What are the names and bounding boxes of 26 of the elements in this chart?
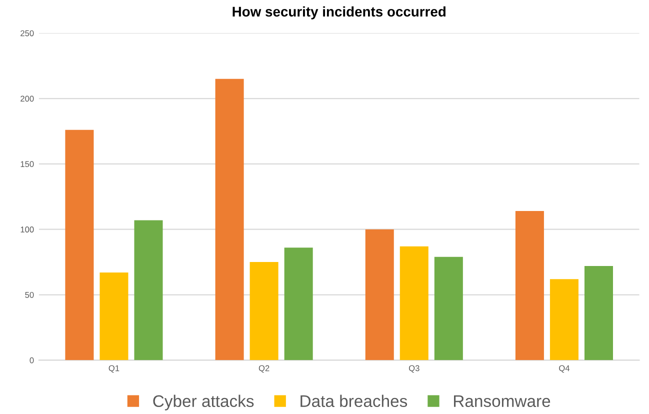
x-tick-label: Q4 (559, 365, 570, 373)
y-tick-label: 250 (20, 30, 34, 36)
bar (65, 130, 94, 360)
chart-title: How security incidents occurred (232, 6, 446, 20)
bar (434, 256, 463, 360)
bar (550, 279, 578, 360)
x-tick-label: Q1 (108, 365, 120, 373)
bar (515, 211, 544, 360)
bar (250, 262, 278, 360)
bar (365, 229, 394, 360)
y-tick-label: 50 (25, 292, 34, 298)
y-tick-label: 0 (30, 357, 34, 364)
bar (284, 248, 313, 360)
bar (215, 78, 244, 360)
bar (134, 220, 163, 360)
bar (584, 266, 613, 360)
legend-label: Data breaches (300, 394, 408, 408)
y-tick-label: 150 (20, 161, 34, 168)
y-tick-label: 200 (20, 96, 34, 102)
y-tick-label: 100 (20, 226, 34, 232)
legend-label: Cyber attacks (153, 394, 254, 410)
bar (400, 246, 428, 360)
x-tick-label: Q2 (258, 365, 270, 373)
x-tick-label: Q3 (408, 365, 420, 373)
legend-label: Ransomware (454, 395, 550, 408)
bar (100, 272, 128, 360)
